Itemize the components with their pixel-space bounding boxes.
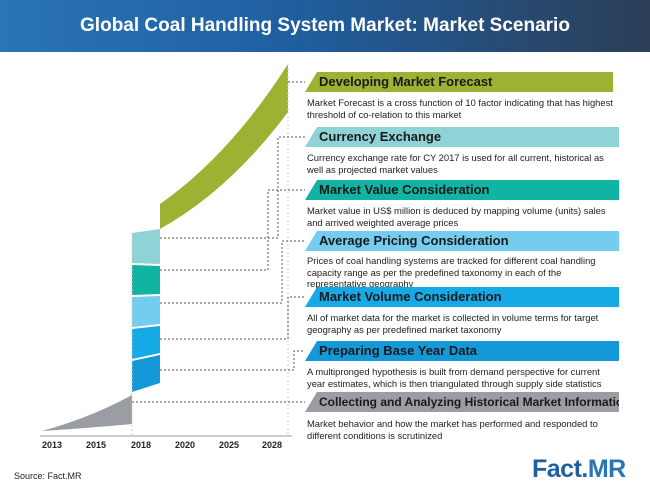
year-label-2025: 2025 [219, 440, 240, 450]
forecast-segment [160, 64, 288, 229]
band-market-value-consideration: Market Value Consideration [305, 180, 619, 200]
connectors [132, 81, 305, 403]
desc-preparing-base-year-data: A multipronged hypothesis is built from … [307, 366, 602, 389]
band-average-pricing-consideration: Average Pricing Consideration [305, 231, 619, 251]
desc-developing-market-forecast: Market Forecast is a cross function of 1… [307, 97, 613, 120]
page-title: Global Coal Handling System Market: Mark… [80, 15, 570, 36]
band-label: Preparing Base Year Data [319, 343, 478, 358]
band-currency-exchange: Currency Exchange [305, 127, 619, 147]
logo-text: Fact.MR [532, 455, 626, 483]
desc-market-value-consideration: Market value in US$ million is deduced b… [307, 205, 606, 228]
band-label: Market Value Consideration [319, 182, 490, 197]
desc-collecting-historical-information: Market behavior and how the market has p… [307, 418, 598, 441]
connector-currency [160, 136, 305, 239]
band-label: Average Pricing Consideration [319, 233, 509, 248]
year-label-2013: 2013 [42, 440, 63, 450]
connector-value [160, 189, 305, 271]
desc-average-pricing-consideration: Prices of coal handling systems are trac… [307, 255, 596, 290]
historical-segment [42, 395, 132, 431]
year-label-2015: 2015 [86, 440, 107, 450]
year-label-2028: 2028 [262, 440, 283, 450]
band-label: Collecting and Analyzing Historical Mark… [319, 395, 631, 409]
year-label-2018: 2018 [131, 440, 152, 450]
desc-market-volume-consideration: All of market data for the market is col… [307, 312, 599, 335]
source-note: Source: Fact.MR [14, 471, 82, 481]
band-preparing-base-year-data: Preparing Base Year Data [305, 341, 619, 361]
band-market-volume-consideration: Market Volume Consideration [305, 287, 619, 307]
block-market-value [132, 265, 160, 295]
connector-pricing [160, 240, 305, 304]
block-currency-exchange [132, 229, 160, 264]
connector-base-year [160, 350, 305, 371]
band-label: Currency Exchange [319, 129, 442, 144]
band-collecting-historical-information: Collecting and Analyzing Historical Mark… [305, 392, 619, 412]
band-developing-market-forecast: Developing Market Forecast [305, 72, 613, 92]
block-average-pricing [132, 296, 160, 327]
connector-volume [160, 296, 305, 340]
desc-currency-exchange: Currency exchange rate for CY 2017 is us… [307, 152, 604, 175]
header-banner: Global Coal Handling System Market: Mark… [0, 0, 650, 52]
block-market-volume [132, 326, 160, 359]
factmr-logo: Fact.MR [532, 455, 642, 485]
block-base-year [132, 355, 160, 392]
band-label: Market Volume Consideration [319, 289, 502, 304]
band-label: Developing Market Forecast [319, 74, 493, 89]
year-label-2020: 2020 [175, 440, 196, 450]
